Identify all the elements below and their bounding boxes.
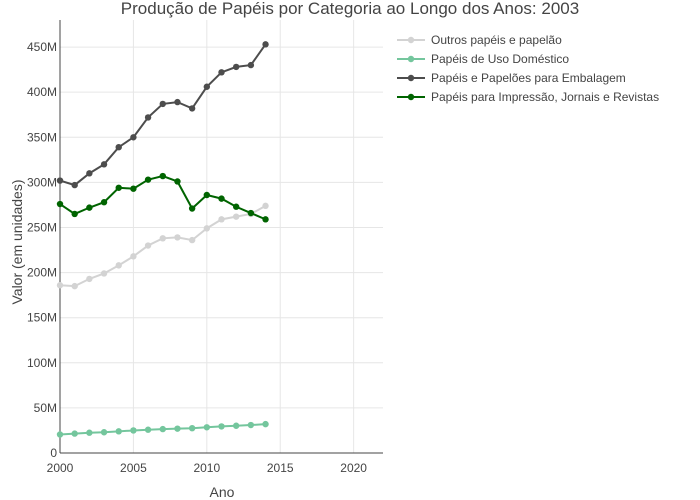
data-point [174,234,181,241]
data-point [144,242,152,249]
data-point [100,161,108,168]
data-point [56,282,64,289]
data-point [232,63,240,71]
axes [59,20,383,454]
data-point [247,421,255,429]
data-point [130,253,137,260]
data-point [71,210,78,218]
data-point [174,98,181,106]
data-point [130,134,137,141]
legend: Outros papéis e papelão Papéis de Uso Dom… [397,33,659,104]
data-point [159,235,166,242]
data-point [188,105,196,112]
x-axis-title: Ano [210,484,235,500]
data-point [188,236,196,244]
data-point [86,275,93,283]
data-point [130,185,137,192]
x-tick-label: 2020 [340,461,367,475]
legend-swatch-marker [407,36,415,44]
y-tick-label: 300M [27,175,57,189]
data-point [232,213,240,220]
series-1 [56,420,269,438]
data-point [174,425,181,432]
series-3 [56,172,269,223]
data-point [100,429,108,436]
data-point [144,114,152,121]
data-point [218,195,225,202]
x-tick-label: 2005 [120,461,147,475]
tick-labels: 2000 2005 2010 2015 2020 0 50M 100M 150M 200M 250M… [27,40,367,475]
data-point [86,429,93,436]
data-point [115,184,122,191]
y-tick-label: 400M [27,85,57,99]
data-point [188,205,196,212]
gridlines [60,20,383,453]
data-point [203,191,211,199]
legend-label: Papéis de Uso Doméstico [431,52,569,66]
data-point [262,41,269,48]
data-point [262,420,269,428]
legend-item[interactable]: Outros papéis e papelão [397,33,562,47]
legend-swatch-marker [407,93,415,101]
data-point [100,199,108,206]
data-point [232,422,240,429]
data-point [218,69,225,76]
legend-label: Papéis para Impressão, Jornais e Revista… [431,90,659,104]
y-tick-label: 200M [27,266,57,280]
data-point [100,270,108,277]
data-point [247,209,255,217]
y-tick-label: 250M [27,220,57,234]
data-point [56,200,64,208]
data-point [71,430,78,437]
data-point [203,424,211,431]
y-tick-label: 0 [50,446,57,460]
y-tick-label: 350M [27,130,57,144]
data-point [130,427,137,434]
x-tick-label: 2010 [193,461,220,475]
data-point [218,216,225,223]
data-point [159,425,166,433]
data-point [174,178,181,185]
legend-swatch-marker [407,74,415,82]
data-point [188,424,196,432]
series-0 [56,202,269,290]
data-point [203,83,211,90]
x-tick-label: 2000 [47,461,74,475]
series-area [56,41,269,438]
data-point [115,143,122,151]
data-point [159,172,166,180]
legend-label: Outros papéis e papelão [431,33,562,47]
data-point [232,203,240,210]
y-tick-label: 150M [27,311,57,325]
legend-swatch-marker [407,55,415,63]
data-point [144,176,152,183]
chart-title: Produção de Papéis por Categoria ao Long… [121,0,579,18]
data-point [115,428,122,435]
data-point [56,431,64,438]
data-point [71,181,78,189]
y-tick-label: 50M [34,401,57,415]
data-point [86,170,93,177]
legend-item[interactable]: Papéis de Uso Doméstico [397,52,569,66]
data-point [144,426,152,433]
data-point [218,423,225,430]
data-point [203,225,211,232]
legend-item[interactable]: Papéis e Papelões para Embalagem [397,71,626,85]
data-point [159,100,166,108]
data-point [86,204,93,211]
x-tick-label: 2015 [267,461,294,475]
y-tick-label: 450M [27,40,57,54]
data-point [262,202,269,210]
data-point [115,262,122,269]
legend-item[interactable]: Papéis para Impressão, Jornais e Revista… [397,90,659,104]
data-point [247,61,255,69]
legend-label: Papéis e Papelões para Embalagem [431,71,626,85]
data-point [262,216,269,223]
data-point [56,177,64,184]
y-tick-label: 100M [27,356,57,370]
y-axis-title: Valor (em unidades) [9,179,25,304]
series-2 [56,41,269,189]
data-point [71,282,78,290]
